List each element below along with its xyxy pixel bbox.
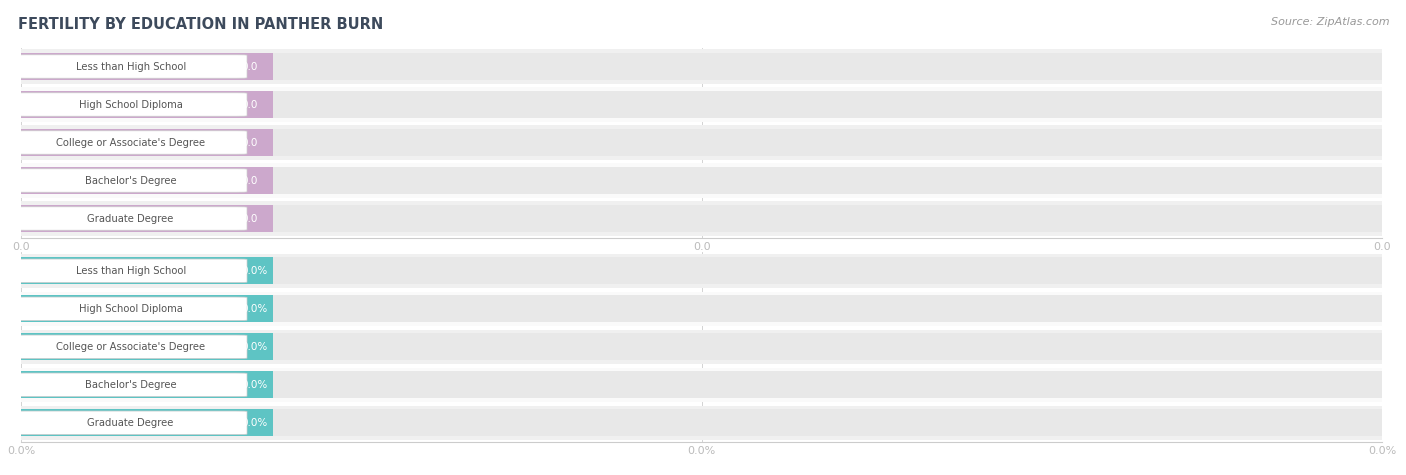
Bar — [21, 87, 1382, 122]
Text: Source: ZipAtlas.com: Source: ZipAtlas.com — [1271, 17, 1389, 27]
FancyBboxPatch shape — [14, 131, 247, 154]
FancyBboxPatch shape — [14, 55, 247, 78]
Bar — [21, 409, 1382, 436]
Text: 0.0: 0.0 — [242, 213, 257, 224]
FancyBboxPatch shape — [14, 373, 247, 397]
Bar — [21, 371, 273, 398]
Bar — [21, 91, 273, 118]
Bar — [21, 371, 1382, 398]
Bar — [21, 292, 1382, 326]
Text: Less than High School: Less than High School — [76, 266, 186, 276]
Bar — [21, 163, 1382, 198]
Bar — [21, 129, 273, 156]
Bar — [21, 295, 1382, 322]
Text: High School Diploma: High School Diploma — [79, 304, 183, 314]
Bar — [21, 409, 273, 436]
Text: FERTILITY BY EDUCATION IN PANTHER BURN: FERTILITY BY EDUCATION IN PANTHER BURN — [18, 17, 384, 32]
Bar — [21, 167, 273, 194]
Bar — [21, 125, 1382, 160]
Text: 0.0%: 0.0% — [242, 304, 267, 314]
FancyBboxPatch shape — [14, 411, 247, 435]
Bar — [21, 254, 1382, 288]
Bar — [21, 49, 1382, 84]
Bar — [21, 333, 1382, 360]
Bar — [21, 201, 1382, 236]
Bar — [21, 406, 1382, 440]
Bar — [21, 53, 273, 80]
Text: 0.0%: 0.0% — [242, 266, 267, 276]
Bar — [21, 91, 1382, 118]
FancyBboxPatch shape — [14, 259, 247, 283]
Bar — [21, 333, 273, 360]
FancyBboxPatch shape — [14, 93, 247, 116]
Text: 0.0%: 0.0% — [242, 380, 267, 390]
Text: 0.0%: 0.0% — [242, 418, 267, 428]
Text: 0.0: 0.0 — [242, 175, 257, 186]
Text: Graduate Degree: Graduate Degree — [87, 213, 174, 224]
Bar — [21, 205, 1382, 232]
Bar — [21, 205, 273, 232]
FancyBboxPatch shape — [14, 335, 247, 359]
FancyBboxPatch shape — [14, 207, 247, 230]
Text: 0.0: 0.0 — [242, 99, 257, 110]
Bar — [21, 295, 273, 322]
Text: 0.0: 0.0 — [242, 137, 257, 148]
Bar — [21, 330, 1382, 364]
Text: College or Associate's Degree: College or Associate's Degree — [56, 342, 205, 352]
Text: Bachelor's Degree: Bachelor's Degree — [84, 175, 177, 186]
Text: Less than High School: Less than High School — [76, 61, 186, 72]
Bar — [21, 257, 273, 284]
FancyBboxPatch shape — [14, 169, 247, 192]
Bar — [21, 257, 1382, 284]
Text: College or Associate's Degree: College or Associate's Degree — [56, 137, 205, 148]
Bar — [21, 129, 1382, 156]
Text: Bachelor's Degree: Bachelor's Degree — [84, 380, 177, 390]
FancyBboxPatch shape — [14, 297, 247, 321]
Bar — [21, 53, 1382, 80]
Bar — [21, 167, 1382, 194]
Text: High School Diploma: High School Diploma — [79, 99, 183, 110]
Text: 0.0: 0.0 — [242, 61, 257, 72]
Bar — [21, 368, 1382, 402]
Text: 0.0%: 0.0% — [242, 342, 267, 352]
Text: Graduate Degree: Graduate Degree — [87, 418, 174, 428]
